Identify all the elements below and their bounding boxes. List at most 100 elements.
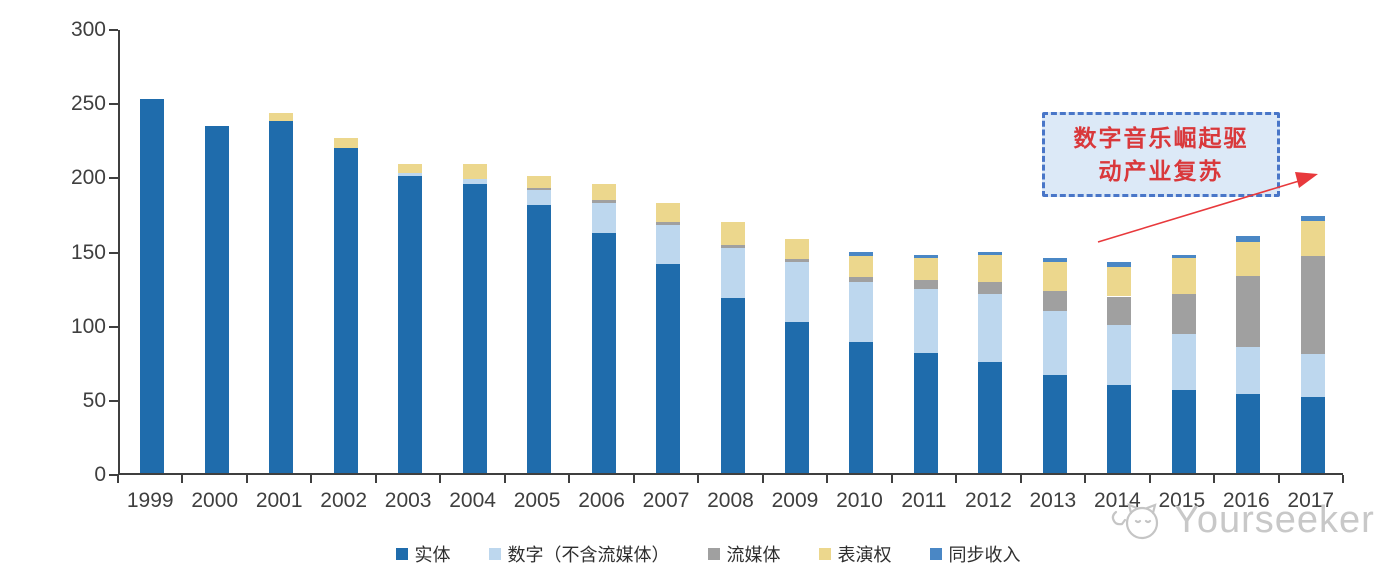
bar-segment-表演权-2005 — [527, 176, 552, 189]
x-axis-tick — [1213, 475, 1216, 483]
chart-legend: 实体 数字（不含流媒体） 流媒体 表演权 同步收入 — [0, 541, 1398, 567]
bar-segment-数字（不含流媒体）-2008 — [720, 247, 745, 298]
bar-segment-表演权-2002 — [333, 137, 358, 149]
x-axis-tick — [1084, 475, 1087, 483]
legend-item: 实体 — [395, 541, 451, 567]
bar-segment-流媒体-2011 — [913, 280, 938, 290]
bar-segment-实体-2007 — [656, 263, 681, 473]
y-axis-tick — [109, 474, 118, 476]
bar-segment-同步收入-2011 — [913, 254, 938, 258]
legend-item: 同步收入 — [929, 541, 1021, 567]
bar-segment-表演权-2003 — [398, 164, 423, 174]
bar-segment-实体-2000 — [204, 125, 229, 473]
bar-segment-数字（不含流媒体）-2012 — [978, 293, 1003, 362]
bar-segment-流媒体-2010 — [849, 277, 874, 282]
bar-segment-数字（不含流媒体）-2016 — [1236, 346, 1261, 395]
bar-segment-表演权-2013 — [1042, 262, 1067, 291]
legend-item: 流媒体 — [707, 541, 781, 567]
bar-segment-实体-2015 — [1171, 389, 1196, 473]
bar-segment-同步收入-2014 — [1107, 262, 1132, 267]
x-axis-tick — [374, 475, 377, 483]
bar-segment-实体-2013 — [1042, 375, 1067, 473]
x-axis-label-2007: 2007 — [642, 489, 690, 512]
x-axis-label-2005: 2005 — [513, 489, 561, 512]
legend-label: 流媒体 — [726, 545, 781, 565]
x-axis-tick — [632, 475, 635, 483]
bar-segment-同步收入-2017 — [1300, 216, 1325, 221]
bar-segment-实体-2001 — [269, 121, 294, 473]
bar-segment-数字（不含流媒体）-2004 — [462, 179, 487, 184]
x-axis-tick — [761, 475, 764, 483]
bar-segment-实体-2002 — [333, 148, 358, 473]
y-axis-tick-label: 300 — [70, 18, 106, 41]
bar-segment-流媒体-2012 — [978, 281, 1003, 294]
legend-label: 数字（不含流媒体） — [507, 545, 670, 565]
bar-segment-流媒体-2008 — [720, 244, 745, 248]
bar-segment-表演权-2011 — [913, 257, 938, 281]
bar-segment-流媒体-2006 — [591, 200, 616, 204]
bar-segment-实体-2008 — [720, 297, 745, 473]
y-axis-tick-label: 250 — [70, 92, 106, 116]
bar-segment-实体-2004 — [462, 183, 487, 473]
x-axis-label-2003: 2003 — [384, 489, 432, 512]
bar-segment-实体-2006 — [591, 232, 616, 473]
x-axis-label-2015: 2015 — [1158, 489, 1206, 512]
bar-segment-表演权-2014 — [1107, 266, 1132, 297]
bar-segment-表演权-2006 — [591, 183, 616, 201]
x-axis-label-2016: 2016 — [1222, 489, 1270, 512]
bar-segment-数字（不含流媒体）-2005 — [527, 189, 552, 205]
y-axis-tick-label: 200 — [70, 166, 106, 190]
y-axis-tick-label: 150 — [70, 240, 106, 264]
bar-segment-实体-2017 — [1300, 397, 1325, 473]
bar-segment-流媒体-2009 — [784, 259, 809, 263]
x-axis-label-2002: 2002 — [320, 489, 367, 512]
bar-segment-表演权-2009 — [784, 238, 809, 260]
bar-segment-流媒体-2013 — [1042, 290, 1067, 312]
x-axis-tick — [1019, 475, 1022, 483]
x-axis-label-2012: 2012 — [965, 489, 1012, 512]
bar-segment-流媒体-2016 — [1236, 275, 1261, 347]
x-axis-tick — [1342, 475, 1344, 483]
y-axis-tick-label: 0 — [94, 463, 106, 486]
legend-swatch-icon — [929, 548, 942, 560]
bar-segment-表演权-2015 — [1171, 257, 1196, 294]
bar-segment-流媒体-2015 — [1171, 293, 1196, 334]
bar-segment-实体-2009 — [784, 321, 809, 473]
bar-segment-同步收入-2016 — [1236, 235, 1261, 242]
bar-segment-数字（不含流媒体）-2006 — [591, 203, 616, 233]
bar-segment-流媒体-2017 — [1300, 256, 1325, 355]
x-axis-label-2000: 2000 — [191, 489, 239, 512]
bar-segment-表演权-2007 — [656, 203, 681, 223]
legend-label: 实体 — [414, 545, 451, 565]
legend-label: 同步收入 — [948, 545, 1021, 565]
legend-swatch-icon — [818, 548, 831, 560]
legend-label: 表演权 — [837, 545, 892, 565]
bar-segment-表演权-2017 — [1300, 220, 1325, 257]
x-axis-label-2004: 2004 — [449, 489, 496, 512]
x-axis-tick — [826, 475, 829, 483]
bar-segment-实体-2012 — [978, 361, 1003, 473]
bar-segment-实体-2010 — [849, 342, 874, 473]
x-axis-label-2017: 2017 — [1287, 489, 1335, 512]
legend-swatch-icon — [395, 548, 408, 560]
bar-segment-流媒体-2014 — [1107, 296, 1132, 325]
bar-segment-实体-2016 — [1236, 394, 1261, 473]
x-axis-tick — [697, 475, 700, 483]
y-axis-tick — [109, 251, 118, 254]
watermark: Yourseeker — [1108, 494, 1375, 546]
x-axis-tick — [439, 475, 442, 483]
bar-segment-表演权-2001 — [269, 112, 294, 122]
bar-segment-数字（不含流媒体）-2015 — [1171, 333, 1196, 390]
bar-segment-表演权-2008 — [720, 222, 745, 245]
bar-segment-表演权-2016 — [1236, 241, 1261, 276]
bar-segment-实体-2003 — [398, 176, 423, 473]
x-axis-tick — [1148, 475, 1151, 483]
x-axis-tick — [568, 475, 571, 483]
bar-segment-数字（不含流媒体）-2009 — [784, 262, 809, 322]
bar-segment-数字（不含流媒体）-2007 — [656, 225, 681, 264]
y-axis-tick-label: 50 — [82, 388, 106, 412]
cat-logo-icon — [1111, 503, 1159, 540]
bar-segment-实体-2005 — [527, 204, 552, 473]
bar-segment-同步收入-2015 — [1171, 254, 1196, 258]
